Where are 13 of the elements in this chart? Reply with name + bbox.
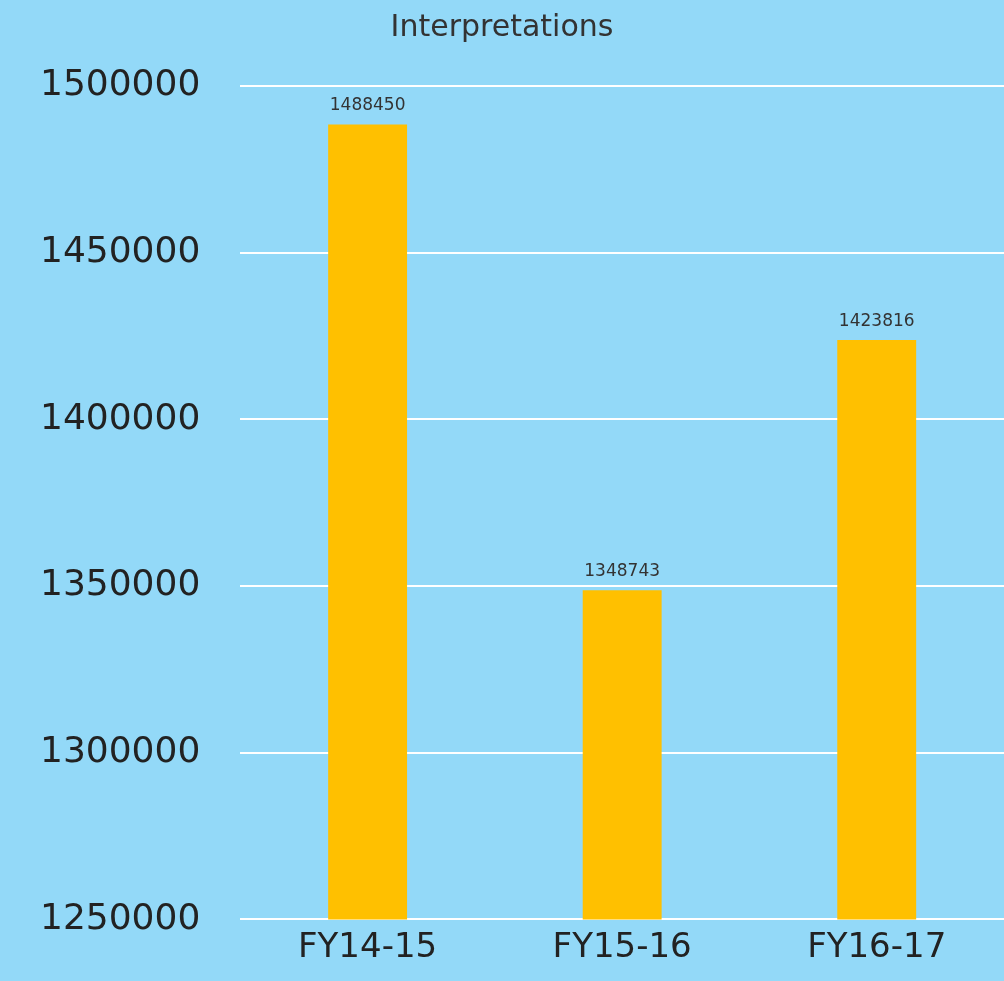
x-tick-label: FY16-17 bbox=[807, 924, 947, 965]
data-label: 1488450 bbox=[329, 94, 406, 115]
x-tick-label: FY14-15 bbox=[298, 924, 438, 965]
chart-title: Interpretations bbox=[390, 7, 614, 43]
y-tick-label: 1500000 bbox=[39, 62, 201, 104]
y-tick-label: 1400000 bbox=[39, 395, 201, 437]
data-label: 1348743 bbox=[584, 560, 661, 581]
y-tick-label: 1300000 bbox=[39, 729, 201, 771]
y-tick-label: 1450000 bbox=[39, 229, 201, 271]
data-label: 1423816 bbox=[838, 309, 915, 330]
y-tick-label: 1250000 bbox=[39, 895, 201, 937]
y-tick-label: 1350000 bbox=[39, 562, 201, 604]
x-tick-label: FY15-16 bbox=[552, 924, 692, 965]
